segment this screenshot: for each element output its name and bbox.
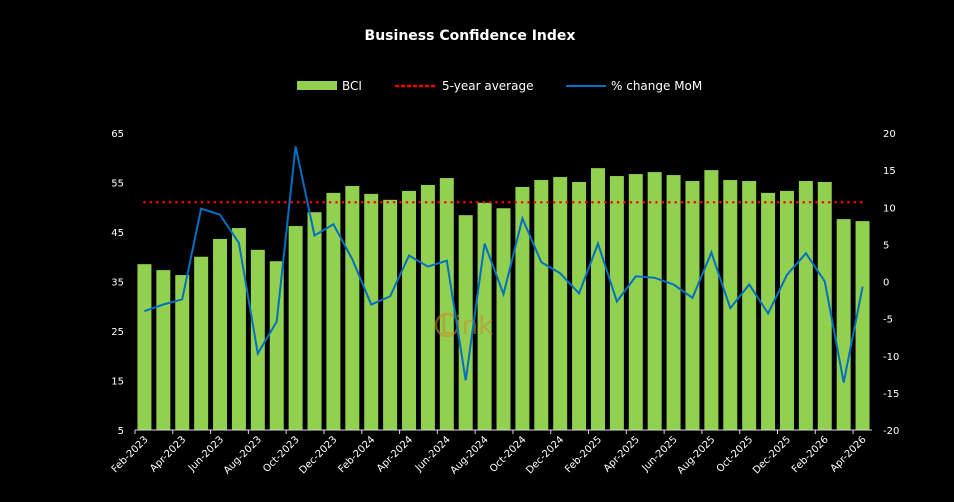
bar-Aug-2023 [250,249,265,430]
y-axis-right: -20 -15 -10 -5 0 5 10 15 20 [883,129,899,437]
x-tick-label: Aug-2025 [675,434,717,476]
y-right-tick-label: 0 [883,278,889,289]
bar-Jan-2024 [345,185,360,430]
bar-Jun-2024 [439,178,454,430]
x-tick-label: Feb-2024 [336,434,377,475]
x-tick-label: Feb-2023 [110,434,151,475]
x-tick-label: Apr-2025 [602,434,642,474]
y-left-tick-label: 5 [118,426,124,437]
legend: BCI 5-year average % change MoM [297,79,702,93]
x-tick-label: Feb-2026 [790,434,831,475]
y-left-tick-label: 65 [111,129,124,140]
y-axis-left: 5 15 25 35 45 55 65 [111,129,124,437]
bar-Aug-2024 [477,202,492,430]
bar-Jan-2025 [572,182,587,430]
x-tick-label: Oct-2025 [715,434,756,475]
y-right-tick-label: 20 [883,129,896,140]
y-left-tick-label: 35 [111,278,124,289]
bar-May-2024 [420,184,435,430]
x-tick-label: Feb-2025 [563,434,604,475]
bar-Feb-2024 [364,193,379,430]
x-tick-label: Jun-2024 [413,434,453,474]
legend-label-avg: 5-year average [442,79,533,93]
bar-Feb-2023 [137,264,152,430]
y-left-tick-label: 15 [111,377,124,388]
y-left-tick-label: 55 [111,179,124,190]
bar-Dec-2024 [553,177,568,430]
bars [137,168,870,431]
bar-Jan-2026 [798,181,813,430]
x-tick-label: Oct-2023 [261,434,302,475]
chart-title: Business Confidence Index [365,28,576,44]
bar-Mar-2023 [156,270,171,430]
bar-Apr-2025 [628,174,643,430]
y-right-tick-label: -15 [883,389,899,400]
bar-Oct-2025 [742,181,757,430]
legend-swatch-bci [297,81,337,90]
legend-label-mom: % change MoM [611,79,702,93]
x-tick-label: Dec-2023 [298,434,340,476]
y-left-tick-label: 45 [111,228,124,239]
bar-Mar-2024 [383,199,398,430]
watermark-logo-icon [434,312,460,338]
bar-Apr-2026 [855,221,870,430]
bar-Nov-2023 [307,212,322,430]
bar-May-2025 [647,172,662,431]
y-right-tick-label: 5 [883,240,889,251]
x-tick-label: Jun-2025 [640,434,680,474]
legend-label-bci: BCI [342,79,362,93]
bar-Jun-2023 [213,238,228,430]
x-tick-label: Aug-2024 [449,434,491,476]
bar-Aug-2025 [704,170,719,430]
x-tick-label: Apr-2023 [148,434,188,474]
x-tick-label: Jun-2023 [186,434,226,474]
bar-Nov-2024 [534,180,549,430]
x-tick-label: Oct-2024 [488,434,529,475]
bar-Dec-2025 [779,190,794,430]
bar-Jul-2023 [231,228,246,430]
x-tick-label: Aug-2023 [222,434,264,476]
bar-Dec-2023 [326,192,341,430]
x-tick-label: Apr-2026 [829,434,869,474]
bar-Apr-2023 [175,275,190,430]
y-left-tick-label: 25 [111,327,124,338]
x-tick-label: Dec-2025 [751,434,793,476]
bar-Apr-2024 [402,190,417,430]
bar-Feb-2025 [590,168,605,430]
bar-Jul-2025 [685,181,700,430]
y-right-tick-label: -5 [883,315,893,326]
mom-line [144,146,864,383]
bar-Feb-2026 [817,182,832,430]
bar-Sep-2024 [496,208,511,430]
bar-Jul-2024 [458,215,473,430]
bar-Jun-2025 [666,175,681,430]
y-right-tick-label: -20 [883,426,899,437]
bar-Mar-2026 [836,219,851,430]
y-right-tick-label: 15 [883,166,896,177]
y-right-tick-label: -10 [883,352,899,363]
x-tick-label: Apr-2024 [375,434,415,474]
bar-Oct-2023 [288,226,303,430]
x-tick-label: Dec-2024 [524,434,566,476]
bar-May-2023 [194,256,209,430]
y-right-tick-label: 10 [883,203,896,214]
bar-Oct-2024 [515,186,530,430]
bar-Sep-2023 [269,261,284,430]
